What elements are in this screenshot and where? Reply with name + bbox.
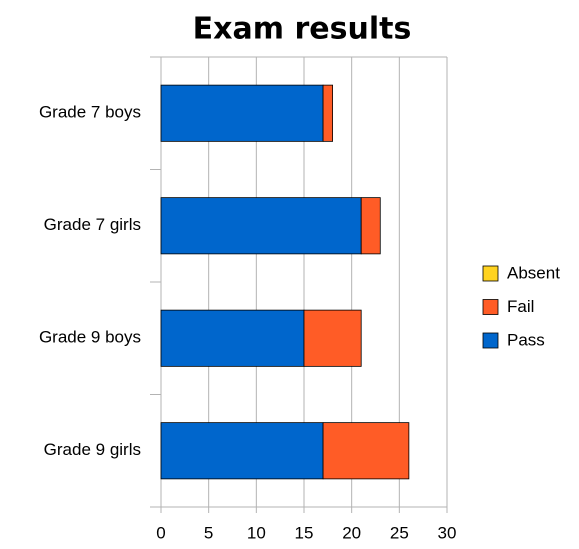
y-tick-label: Grade 7 girls (44, 215, 141, 234)
x-tick-label: 5 (204, 523, 213, 542)
legend-label: Pass (507, 330, 545, 349)
x-tick-label: 15 (295, 523, 314, 542)
bar-segment (160, 197, 362, 255)
y-tick-label: Grade 9 girls (44, 440, 141, 459)
bar-segment (160, 422, 324, 480)
bar-segment (303, 309, 362, 367)
legend-swatch (482, 299, 499, 315)
x-tick-label: 10 (247, 523, 266, 542)
legend-label: Absent (507, 263, 560, 282)
bar-segment (322, 422, 410, 480)
y-tick-label: Grade 9 boys (39, 328, 141, 347)
bar-segment (322, 84, 334, 142)
x-tick-label: 0 (156, 523, 165, 542)
bar-segment (160, 309, 305, 367)
x-tick-label: 30 (438, 523, 457, 542)
bar-segment (160, 84, 324, 142)
legend-swatch (482, 265, 499, 282)
bar-segment (360, 197, 381, 255)
chart-title: Exam results (193, 12, 412, 47)
x-tick-label: 25 (390, 523, 409, 542)
legend-label: Fail (507, 297, 534, 316)
legend-swatch (482, 332, 499, 349)
y-tick-label: Grade 7 boys (39, 103, 141, 122)
x-tick-label: 20 (342, 523, 361, 542)
